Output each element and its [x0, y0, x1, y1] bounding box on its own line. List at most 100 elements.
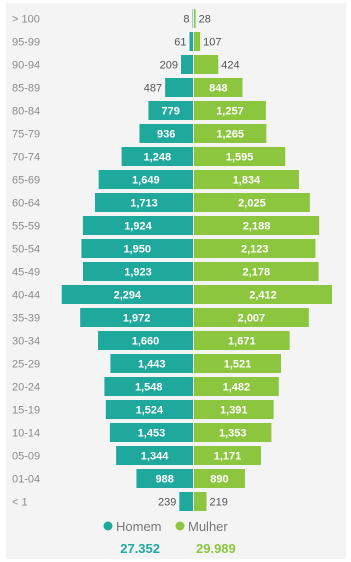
bar-homem[interactable] [82, 216, 193, 235]
bar-homem[interactable] [179, 492, 193, 511]
age-label: 05-09 [12, 451, 40, 463]
bar-mulher[interactable] [194, 377, 279, 396]
value-label-mulher: 107 [203, 37, 221, 49]
value-label-homem: 1,344 [141, 451, 169, 463]
age-label: 50-54 [12, 244, 40, 256]
value-label-homem: 779 [162, 106, 180, 118]
total-homem: 27.352 [120, 541, 160, 556]
bar-mulher[interactable] [194, 331, 290, 350]
value-label-homem: 487 [144, 83, 162, 95]
bar-homem[interactable] [81, 239, 193, 258]
bar-mulher[interactable] [194, 285, 332, 304]
bar-mulher[interactable] [194, 423, 272, 442]
value-label-mulher: 1,834 [233, 175, 261, 187]
bar-mulher[interactable] [194, 78, 243, 97]
age-label: 20-24 [12, 382, 40, 394]
bar-mulher[interactable] [194, 55, 219, 74]
age-label: 90-94 [12, 60, 40, 72]
value-label-mulher: 1,671 [228, 336, 256, 348]
bar-homem[interactable] [82, 262, 193, 281]
value-label-mulher: 2,178 [243, 267, 271, 279]
bar-homem[interactable] [61, 285, 193, 304]
age-label: 35-39 [12, 313, 40, 325]
bar-homem[interactable] [165, 78, 193, 97]
age-label: 45-49 [12, 267, 40, 279]
mulher-bars [194, 9, 332, 511]
value-label-homem: 1,660 [132, 336, 160, 348]
bar-mulher[interactable] [194, 308, 309, 327]
value-label-mulher: 1,391 [220, 405, 248, 417]
value-label-homem: 1,524 [136, 405, 164, 417]
bar-mulher[interactable] [194, 124, 267, 143]
age-label: 01-04 [12, 474, 40, 486]
bar-homem[interactable] [139, 124, 193, 143]
value-label-homem: 1,923 [124, 267, 152, 279]
value-label-homem: 61 [174, 37, 186, 49]
legend-label-mulher[interactable]: Mulher [188, 519, 228, 534]
value-label-homem: 988 [156, 474, 174, 486]
bar-homem[interactable] [94, 193, 193, 212]
value-label-homem: 1,649 [132, 175, 160, 187]
value-labels: 8 28 61 107 209 424 487 848 779 1,257 936 1,265 1,24… [114, 14, 277, 509]
population-pyramid-panel: > 100 95-99 90-94 85-89 80-84 75-79 70-74 65-69… [6, 3, 346, 559]
bar-homem[interactable] [109, 423, 193, 442]
legend-marker-homem [103, 521, 113, 531]
value-label-mulher: 1,482 [223, 382, 251, 394]
bar-homem[interactable] [110, 354, 193, 373]
value-label-homem: 209 [160, 60, 178, 72]
value-label-mulher: 2,188 [243, 221, 271, 233]
bar-mulher[interactable] [194, 400, 274, 419]
value-label-mulher: 2,412 [249, 290, 277, 302]
value-label-mulher: 890 [210, 474, 228, 486]
value-label-homem: 1,453 [138, 428, 166, 440]
legend-label-homem[interactable]: Homem [116, 519, 162, 534]
legend-marker-mulher [175, 521, 185, 531]
bar-mulher[interactable] [194, 239, 316, 258]
bar-homem[interactable] [181, 55, 193, 74]
bar-homem[interactable] [105, 400, 193, 419]
value-label-mulher: 2,025 [238, 198, 266, 210]
value-label-mulher: 28 [199, 14, 211, 26]
bar-homem[interactable] [189, 32, 193, 51]
age-label: 40-44 [12, 290, 40, 302]
age-label: 30-34 [12, 336, 40, 348]
bar-homem[interactable] [116, 446, 193, 465]
bar-mulher[interactable] [194, 446, 261, 465]
age-label: 10-14 [12, 428, 40, 440]
age-label: 95-99 [12, 37, 40, 49]
age-label: 25-29 [12, 359, 40, 371]
bar-homem[interactable] [98, 331, 193, 350]
value-label-mulher: 1,353 [219, 428, 247, 440]
value-label-homem: 1,713 [130, 198, 158, 210]
bar-mulher[interactable] [194, 216, 320, 235]
bar-homem[interactable] [80, 308, 193, 327]
bar-homem[interactable] [148, 101, 193, 120]
bar-homem[interactable] [104, 377, 193, 396]
age-label: 80-84 [12, 106, 40, 118]
value-label-homem: 1,248 [144, 152, 172, 164]
bar-mulher[interactable] [194, 170, 299, 189]
bar-mulher[interactable] [194, 147, 286, 166]
value-label-mulher: 424 [221, 60, 239, 72]
value-label-homem: 1,443 [138, 359, 166, 371]
bar-mulher[interactable] [194, 262, 319, 281]
value-label-homem: 1,924 [124, 221, 152, 233]
bar-mulher[interactable] [194, 101, 266, 120]
value-label-homem: 1,972 [123, 313, 151, 325]
value-label-homem: 8 [183, 14, 189, 26]
bar-mulher[interactable] [194, 32, 201, 51]
bar-mulher[interactable] [194, 469, 245, 488]
bar-mulher[interactable] [194, 492, 207, 511]
value-label-mulher: 1,171 [214, 451, 242, 463]
bar-mulher[interactable] [194, 193, 310, 212]
bar-homem[interactable] [121, 147, 193, 166]
bar-homem[interactable] [98, 170, 193, 189]
value-label-mulher: 219 [210, 497, 228, 509]
total-mulher: 29.989 [196, 541, 236, 556]
legend[interactable]: Homem Mulher [103, 519, 229, 534]
value-label-homem: 936 [157, 129, 175, 141]
bar-mulher[interactable] [194, 9, 196, 28]
bar-homem[interactable] [136, 469, 193, 488]
value-label-homem: 239 [158, 497, 176, 509]
bar-mulher[interactable] [194, 354, 282, 373]
